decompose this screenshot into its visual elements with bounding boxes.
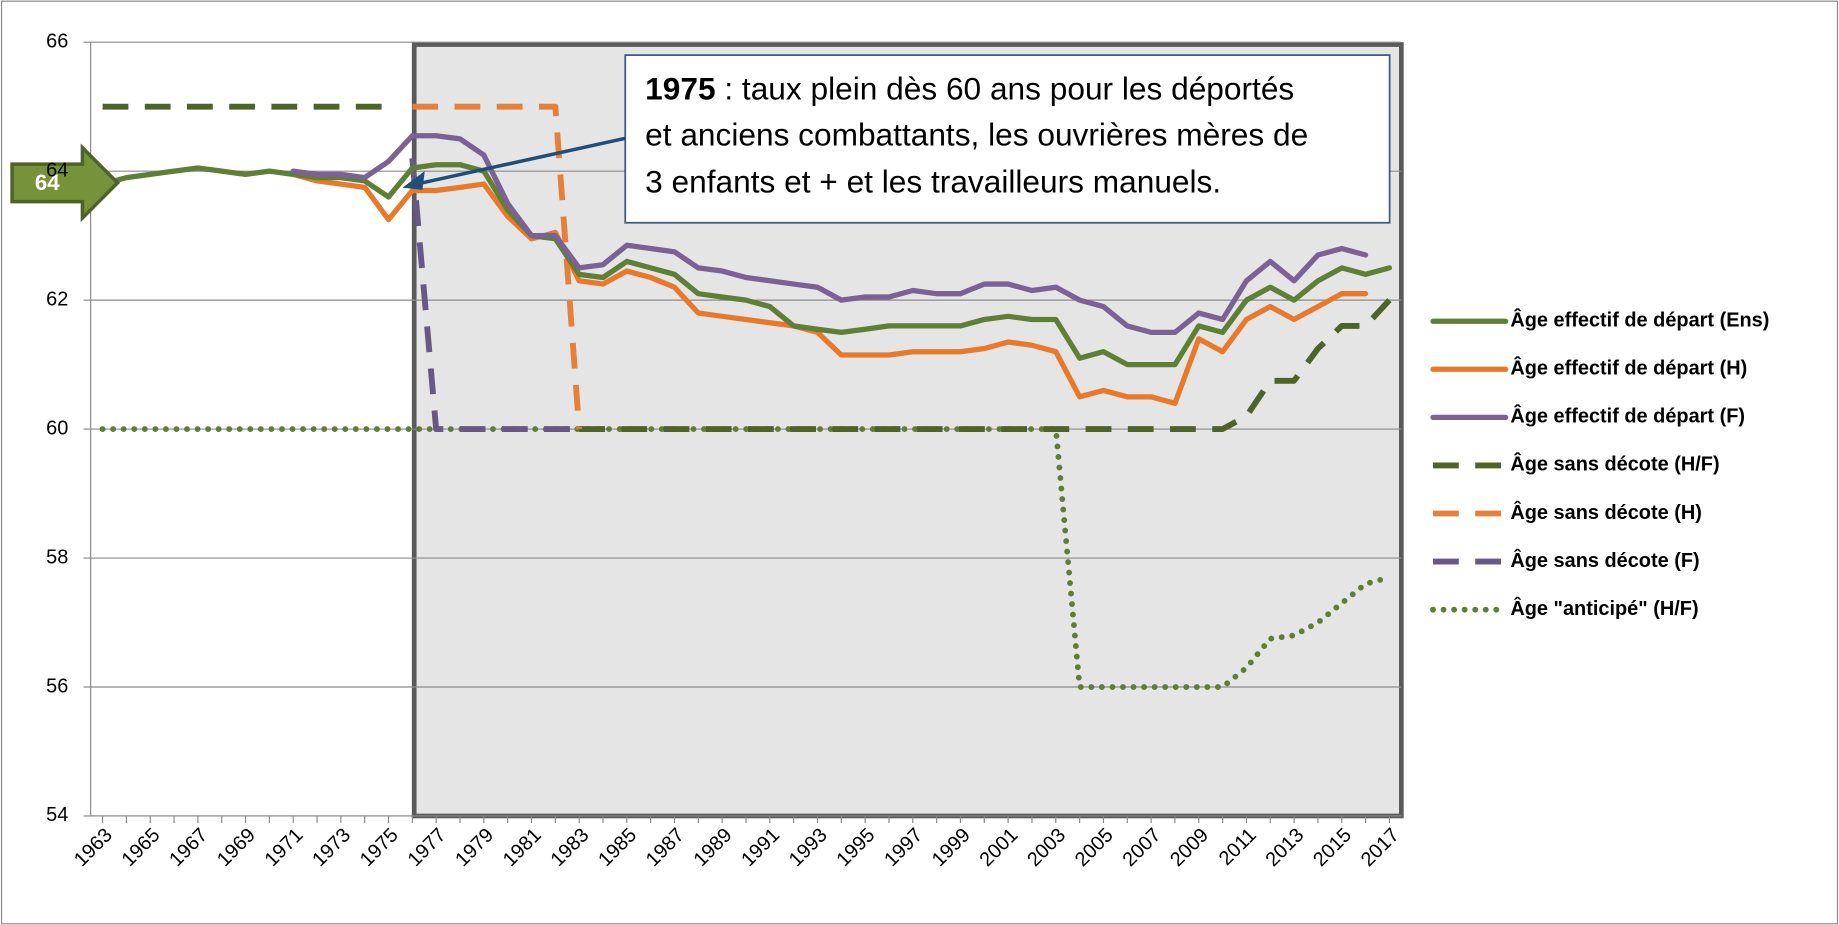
series-line bbox=[412, 103, 583, 430]
legend-label: Âge sans décote (F) bbox=[1510, 548, 1699, 572]
series-line bbox=[99, 162, 1393, 368]
arrow-head bbox=[402, 171, 425, 190]
annotation-arrow bbox=[416, 136, 626, 186]
callout-label: 64 bbox=[35, 170, 60, 195]
annotation-text: 1975 : taux plein dès 60 ans pour les dé… bbox=[645, 71, 1294, 107]
annotation-year: 1975 bbox=[645, 71, 715, 107]
legend-label: Âge effectif de départ (Ens) bbox=[1510, 307, 1769, 331]
y-tick-label: 58 bbox=[46, 546, 68, 568]
y-tick-label: 62 bbox=[46, 288, 68, 310]
legend-label: Âge sans décote (H/F) bbox=[1510, 452, 1719, 476]
y-tick-label: 64 bbox=[46, 159, 68, 181]
legend-label: Âge effectif de départ (H) bbox=[1510, 356, 1747, 380]
y-tick-label: 54 bbox=[46, 804, 68, 826]
series-line bbox=[102, 103, 1392, 433]
series-line bbox=[99, 426, 1393, 690]
annotation-box bbox=[624, 54, 1391, 224]
lines bbox=[99, 103, 1393, 690]
y-tick-label: 60 bbox=[46, 417, 68, 439]
legend: Âge effectif de départ (Ens) Âge effectif… bbox=[1430, 307, 1769, 620]
y-tick-label: 66 bbox=[46, 30, 68, 52]
annotation-line: : taux plein dès 60 ans pour les déporté… bbox=[716, 71, 1295, 107]
annotation-line: 3 enfants et + et les travailleurs manue… bbox=[645, 163, 1221, 199]
y-tick-label: 56 bbox=[46, 675, 68, 697]
legend-label: Âge sans décote (H) bbox=[1510, 500, 1702, 524]
legend-label: Âge effectif de départ (F) bbox=[1510, 404, 1745, 428]
series-line bbox=[290, 171, 1369, 406]
legend-label: Âge "anticipé" (H/F) bbox=[1510, 596, 1698, 620]
annotation: 1975 : taux plein dès 60 ans pour les dé… bbox=[402, 54, 1391, 224]
callout: 64 bbox=[10, 143, 121, 223]
callout-arrow bbox=[10, 143, 121, 223]
series-line bbox=[409, 158, 580, 433]
series-line bbox=[290, 133, 1369, 336]
annotation-line: et anciens combattants, les ouvrières mè… bbox=[645, 117, 1308, 153]
